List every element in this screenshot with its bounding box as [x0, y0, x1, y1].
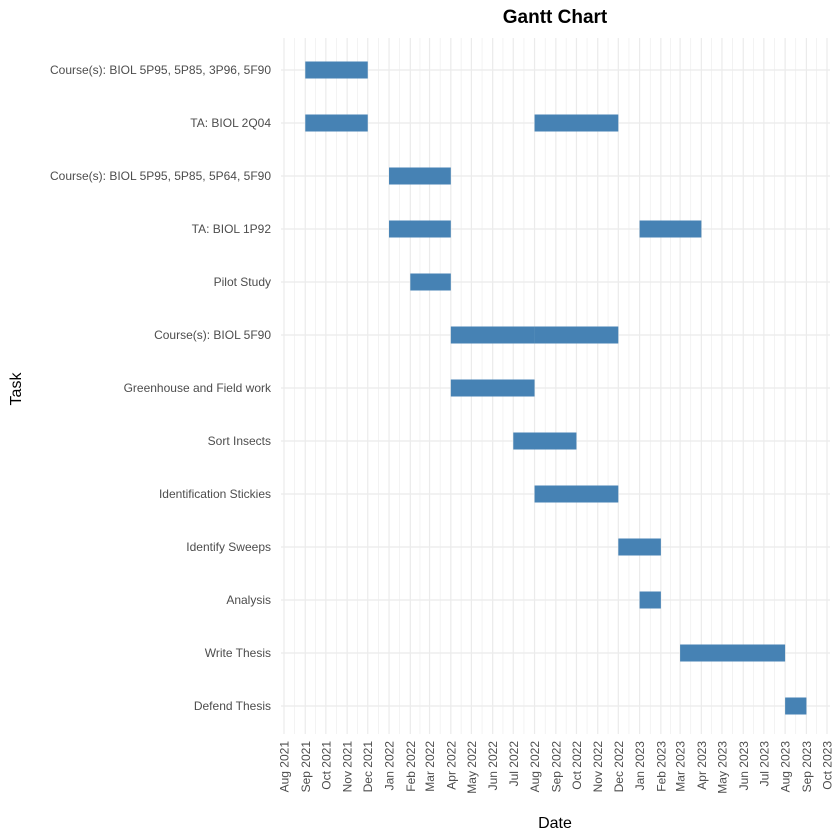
y-tick-label: Identify Sweeps [186, 540, 271, 554]
x-tick-label: Aug 2022 [528, 741, 542, 793]
x-tick-label: Jan 2022 [383, 741, 397, 791]
x-tick-label: Sep 2023 [800, 741, 814, 793]
x-tick-label: Jun 2023 [737, 741, 751, 791]
chart-title: Gantt Chart [503, 7, 608, 28]
x-tick-label: Apr 2023 [695, 741, 709, 790]
x-tick-label: Mar 2023 [674, 741, 688, 792]
y-tick-label: TA: BIOL 1P92 [192, 222, 272, 236]
x-tick-label: Oct 2023 [821, 741, 835, 790]
x-tick-label: Mar 2022 [423, 741, 437, 792]
x-tick-label: Oct 2021 [319, 741, 333, 790]
task-bar [410, 273, 451, 291]
x-tick-label: Nov 2022 [591, 741, 605, 793]
x-tick-label: Sep 2022 [549, 741, 563, 793]
y-tick-label: Greenhouse and Field work [124, 381, 272, 395]
x-tick-label: Jul 2023 [757, 741, 771, 787]
x-tick-label: Dec 2021 [361, 741, 375, 793]
task-bar [389, 220, 451, 238]
y-tick-labels: Course(s): BIOL 5P95, 5P85, 3P96, 5F90 TA… [50, 63, 272, 713]
x-tick-label: Oct 2022 [570, 741, 584, 790]
x-tick-label: Aug 2021 [278, 741, 292, 793]
x-tick-label: May 2022 [465, 741, 479, 794]
x-tick-label: Sep 2021 [299, 741, 313, 793]
y-tick-label: Identification Stickies [159, 487, 271, 501]
y-tick-label: Write Thesis [205, 646, 271, 660]
y-tick-label: Sort Insects [208, 434, 271, 448]
bars [305, 61, 807, 715]
task-bar [534, 114, 619, 132]
x-axis-title: Date [538, 815, 572, 832]
y-tick-label: Pilot Study [214, 275, 271, 289]
task-bar [389, 167, 451, 185]
x-tick-label: Feb 2023 [654, 741, 668, 792]
y-tick-label: TA: BIOL 2Q04 [190, 116, 271, 130]
task-bar [534, 485, 619, 503]
x-tick-label: May 2023 [715, 741, 729, 794]
x-tick-label: Nov 2021 [341, 741, 355, 793]
y-tick-label: Defend Thesis [194, 699, 271, 713]
task-bar [639, 220, 702, 238]
y-tick-label: Course(s): BIOL 5P95, 5P85, 3P96, 5F90 [50, 63, 271, 77]
task-bar [785, 697, 807, 715]
y-tick-label: Course(s): BIOL 5F90 [154, 328, 271, 342]
x-tick-labels: Aug 2021 Sep 2021 Oct 2021 Nov 2021 Dec 2021… [278, 741, 835, 794]
y-axis-title: Task [8, 372, 25, 406]
x-tick-label: Feb 2022 [404, 741, 418, 792]
task-bar [618, 538, 661, 556]
task-bar [450, 326, 535, 344]
x-tick-label: Dec 2022 [612, 741, 626, 793]
task-bar [305, 114, 368, 132]
y-tick-label: Course(s): BIOL 5P95, 5P85, 5P64, 5F90 [50, 169, 271, 183]
task-bar [534, 326, 619, 344]
task-bar [680, 644, 786, 662]
grid [281, 38, 830, 734]
x-tick-label: Apr 2022 [444, 741, 458, 790]
x-tick-label: Jul 2022 [507, 741, 521, 787]
x-tick-label: Jun 2022 [486, 741, 500, 791]
task-bar [305, 61, 368, 79]
x-tick-label: Aug 2023 [779, 741, 793, 793]
y-tick-label: Analysis [226, 593, 271, 607]
task-bar [513, 432, 577, 450]
task-bar [450, 379, 535, 397]
task-bar [639, 591, 661, 609]
x-tick-label: Jan 2023 [633, 741, 647, 791]
